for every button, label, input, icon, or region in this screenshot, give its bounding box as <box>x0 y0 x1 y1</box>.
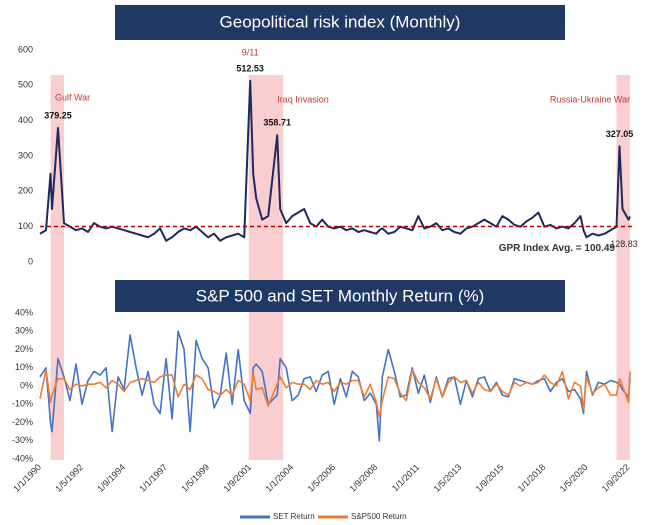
y-tick-label: 30% <box>15 326 33 336</box>
event-label: 9/11 <box>242 47 259 57</box>
x-tick-label: 1/1/2004 <box>263 462 295 494</box>
y-tick-label: 600 <box>18 44 33 54</box>
event-label: Russia-Ukraine War <box>550 94 630 104</box>
y-tick-label: 0% <box>20 380 33 390</box>
y-tick-label: -10% <box>12 399 33 409</box>
x-tick-label: 1/1/1990 <box>11 462 43 494</box>
y-tick-label: -30% <box>12 435 33 445</box>
x-tick-label: 1/5/2006 <box>305 462 337 494</box>
y-tick-label: 0 <box>28 256 33 266</box>
value-label: 358.71 <box>263 118 291 128</box>
value-label: 327.05 <box>606 129 634 139</box>
title-box <box>115 280 565 312</box>
chart-title: S&P 500 and SET Monthly Return (%) <box>196 286 485 305</box>
y-tick-label: 10% <box>15 362 33 372</box>
value-label: 379.25 <box>44 110 72 120</box>
x-tick-label: 1/1/2018 <box>516 462 548 494</box>
x-tick-label: 1/5/1992 <box>53 462 85 494</box>
y-tick-label: 300 <box>18 150 33 160</box>
y-tick-label: 40% <box>15 307 33 317</box>
legend-label: S&P500 Return <box>351 512 407 521</box>
series-line <box>39 368 631 418</box>
x-tick-label: 1/9/2008 <box>348 462 380 494</box>
shades <box>50 75 630 460</box>
x-tick-label: 1/5/2020 <box>558 462 590 494</box>
x-tick-label: 1/9/2022 <box>600 462 632 494</box>
event-label: Iraq Invasion <box>277 94 329 104</box>
series-line <box>39 330 631 442</box>
y-tick-label: -20% <box>12 417 33 427</box>
x-tick-label: 1/9/2015 <box>474 462 506 494</box>
y-tick-label: 200 <box>18 186 33 196</box>
y-tick-label: 500 <box>18 80 33 90</box>
legend-label: SET Return <box>273 512 315 521</box>
x-tick-label: 1/5/2013 <box>432 462 464 494</box>
event-label: Gulf War <box>55 92 90 102</box>
x-tick-label: 1/9/2001 <box>221 462 253 494</box>
x-tick-label: 1/5/1999 <box>179 462 211 494</box>
event-shade <box>248 75 284 460</box>
series-line <box>39 79 631 242</box>
title-box <box>115 5 565 40</box>
chart-title: Geopolitical risk index (Monthly) <box>220 12 461 31</box>
y-tick-label: 100 <box>18 221 33 231</box>
x-tick-label: 1/1/1997 <box>137 462 169 494</box>
y-tick-label: 400 <box>18 115 33 125</box>
y-tick-label: 20% <box>15 344 33 354</box>
average-label: GPR Index Avg. = 100.49 <box>499 243 616 254</box>
value-label: 128.83 <box>610 239 638 249</box>
x-tick-label: 1/1/2011 <box>390 462 421 493</box>
value-label: 512.53 <box>236 63 264 73</box>
y-tick-label: -40% <box>12 453 33 463</box>
x-tick-label: 1/9/1994 <box>95 462 127 494</box>
